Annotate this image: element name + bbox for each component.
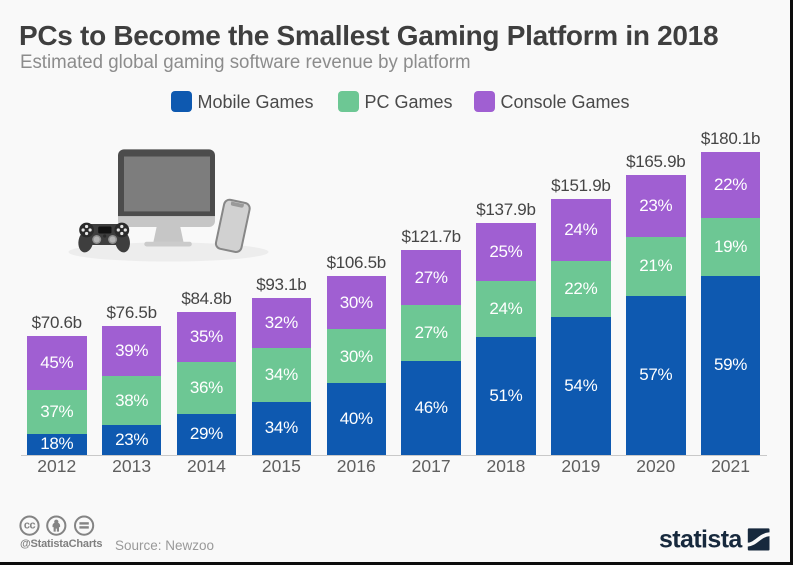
svg-text:statista: statista: [659, 526, 743, 554]
svg-text:cc: cc: [24, 520, 36, 532]
